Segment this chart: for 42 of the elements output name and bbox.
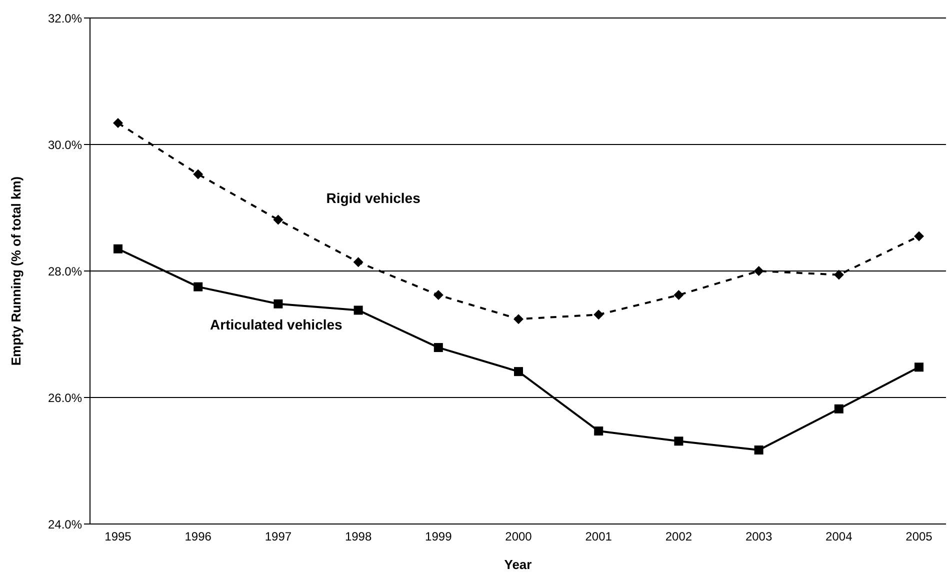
point (834, 404, 844, 414)
point (914, 362, 924, 372)
point (193, 169, 204, 180)
point (114, 244, 122, 254)
x-tick-label: 1998 (344, 530, 372, 544)
x-tick-label: 2000 (505, 530, 532, 544)
point (514, 367, 523, 376)
x-tick-label: 2005 (906, 530, 933, 544)
text: Rigid vehicles (326, 190, 421, 206)
y-tick-label: 28.0% (48, 264, 82, 278)
point (274, 299, 283, 308)
point (594, 426, 604, 436)
point (834, 270, 844, 280)
y-tick-label: 24.0% (48, 517, 82, 532)
point (354, 306, 363, 315)
point (434, 343, 443, 352)
point (594, 310, 604, 320)
y-tick-label: 32.0% (48, 11, 82, 26)
y-axis-title: Empty Running (% of total km) (8, 176, 24, 366)
point (754, 445, 764, 454)
point (674, 290, 684, 300)
point (914, 231, 924, 242)
x-tick-label: 1995 (104, 530, 132, 544)
x-axis-title: Year (504, 557, 532, 572)
x-tick-label: 1997 (264, 530, 292, 544)
point (353, 257, 364, 268)
point (674, 436, 684, 446)
x-tick-label: 2001 (585, 530, 612, 544)
series-label: Articulated vehicles (210, 316, 343, 333)
y-tick-label: 26.0% (48, 390, 82, 405)
x-tick-label: 2003 (745, 530, 772, 544)
x-tick-label: 1999 (425, 530, 452, 544)
y-tick-label: 30.0% (48, 138, 82, 152)
point (433, 290, 444, 300)
x-tick-label: 1996 (184, 530, 212, 544)
point (273, 214, 284, 225)
point (514, 314, 524, 324)
point (194, 282, 203, 292)
point (113, 118, 123, 128)
point (754, 266, 764, 276)
x-tick-label: 2004 (826, 530, 853, 544)
x-tick-label: 2002 (665, 530, 692, 544)
